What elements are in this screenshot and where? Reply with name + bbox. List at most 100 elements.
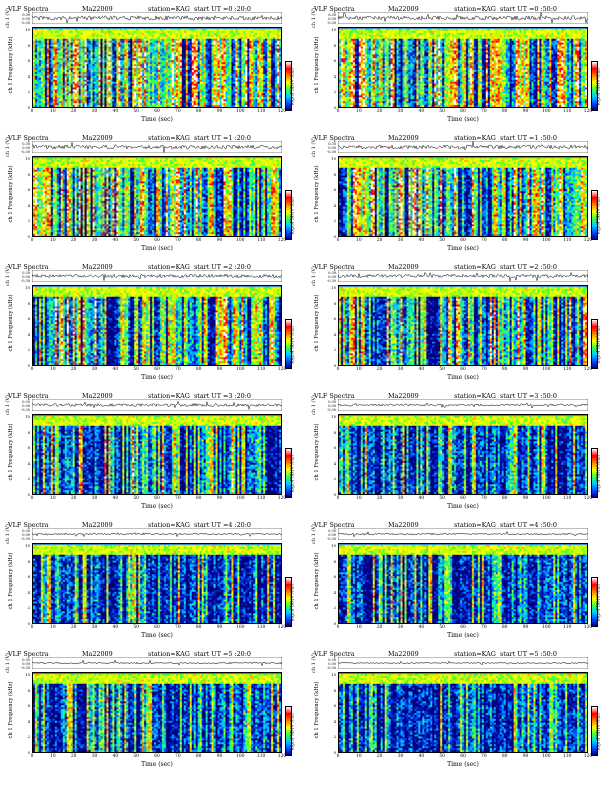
colorbar [285,706,292,756]
x-tick-label: 60 [460,109,466,114]
x-tick-label: 90 [216,625,223,630]
panel-station: station=KAG [454,263,496,271]
x-tick-label: 40 [112,754,119,759]
x-tick-label: 20 [376,109,383,114]
x-tick-label: 20 [376,625,383,630]
x-tick-label: 50 [439,496,445,501]
y-tick-label: 10 [25,414,30,419]
colorbar [591,448,598,498]
time-ticks: 0 10 20 30 40 50 60 70 80 90 100 110 120 [31,238,287,246]
panel-station: station=KAG [148,392,190,400]
frequency-ticks: 0 2 4 6 8 10 [18,542,30,626]
colorbar [591,190,598,240]
x-tick-label: 120 [583,625,593,630]
time-ticks: 0 10 20 30 40 50 60 70 80 90 100 110 120 [337,496,593,504]
x-tick-label: 120 [277,625,287,630]
panel-date: Ma22009 [388,650,419,658]
panel-station: station=KAG [148,5,190,13]
x-tick-label: 40 [112,625,119,630]
timeseries-ylabel: ch 1 (V) [310,395,317,415]
x-tick-label: 10 [50,754,56,759]
spectrogram-panel: VLF Spectra Ma22009 station=KAG start UT… [310,263,602,388]
timeseries-ylabel: ch 1 (V) [310,8,317,28]
y-tick-label: 10 [331,672,336,677]
panel-start-time: start UT =4 :50:0 [500,521,557,529]
spectrogram-panel: VLF Spectra Ma22009 station=KAG start UT… [4,392,296,517]
time-ticks: 0 10 20 30 40 50 60 70 80 90 100 110 120 [336,109,593,117]
x-tick-label: 100 [542,754,551,759]
y-tick-label: 0 [27,105,30,110]
x-tick-label: 110 [562,109,572,114]
panel-start-time: start UT =5 :50:0 [500,650,557,658]
panel-station: station=KAG [454,134,496,142]
x-tick-label: 50 [133,754,139,759]
timeseries-ylabel: ch 1 (V) [4,524,11,544]
x-tick-label: 70 [175,625,181,630]
spectrogram-image [32,414,282,495]
colorbar [285,190,292,240]
x-tick-label: 0 [336,754,340,759]
panel-start-time: start UT =4 :20:0 [194,521,251,529]
x-tick-label: 30 [91,625,98,630]
y-tick-label: 10 [331,414,336,419]
x-tick-label: 100 [236,625,245,630]
x-tick-label: 60 [154,496,160,501]
spectrogram-panel: VLF Spectra Ma22009 station=KAG start UT… [4,650,296,775]
panel-date: Ma22009 [388,134,419,142]
timeseries-line [338,271,588,282]
y-tick-label: 10 [331,285,336,290]
timeseries-line [32,659,282,667]
colorbar-label: log₁₀PSD(V²/Hz) [596,583,602,622]
x-tick-label: 40 [418,109,425,114]
x-tick-label: 100 [236,238,245,243]
y-tick-label: 10 [331,543,336,548]
y-tick-label: 0 [27,363,30,368]
panel-title: VLF Spectra [314,134,355,142]
panel-date: Ma22009 [82,521,113,529]
colorbar-label: log₁₀PSD(V²/Hz) [596,454,602,493]
y-tick-label: 6 [333,574,336,580]
timeseries-ticks: 0.30 0.00 -0.30 [327,13,336,26]
timeseries-ylabel: ch 1 (V) [4,8,11,28]
colorbar [591,706,598,756]
x-tick-label: 30 [397,367,404,372]
x-tick-label: 0 [336,109,340,114]
x-tick-label: 120 [277,238,287,243]
panel-title: VLF Spectra [314,5,355,13]
timeseries-ylabel: ch 1 (V) [4,395,11,415]
y-tick-label: 6 [333,316,336,322]
frequency-ylabel: ch 1 Frequency (kHz) [8,36,14,94]
y-tick-label: 8 [333,171,336,177]
x-tick-label: 120 [583,238,593,243]
colorbar-label: log₁₀PSD(V²/Hz) [290,325,296,364]
x-tick-label: 90 [522,367,529,372]
x-tick-label: 110 [256,496,266,501]
y-tick-label: 8 [27,687,30,693]
x-tick-label: 80 [501,625,508,630]
time-xlabel: Time (sec) [447,503,479,510]
frequency-ticks: 0 2 4 6 8 10 [324,284,336,368]
x-tick-label: 50 [439,109,445,114]
x-tick-label: 0 [30,496,34,501]
time-ticks: 0 10 20 30 40 50 60 70 80 90 100 110 120 [31,754,287,762]
x-tick-label: 50 [133,109,139,114]
x-tick-label: 20 [70,109,77,114]
spectrogram-image [32,27,282,108]
x-tick-label: 90 [216,238,223,243]
x-tick-label: 10 [50,238,56,243]
x-tick-label: 10 [356,367,362,372]
y-tick-label: 0 [27,750,30,755]
spectrogram-image [338,672,588,753]
frequency-ylabel: ch 1 Frequency (kHz) [8,552,14,610]
panel-title: VLF Spectra [8,5,49,13]
timeseries-line [338,660,588,666]
x-tick-label: 90 [522,754,529,759]
x-tick-label: 80 [195,496,202,501]
time-ticks: 0 10 20 30 40 50 60 70 80 90 100 110 120 [30,496,287,504]
panel-start-time: start UT =1 :50:0 [500,134,557,142]
time-ticks: 0 10 20 30 40 50 60 70 80 90 100 110 120 [31,625,287,633]
y-tick-label: 4 [27,589,30,595]
time-xlabel: Time (sec) [447,632,479,639]
panel-title: VLF Spectra [8,650,49,658]
timeseries-trace [338,399,588,411]
